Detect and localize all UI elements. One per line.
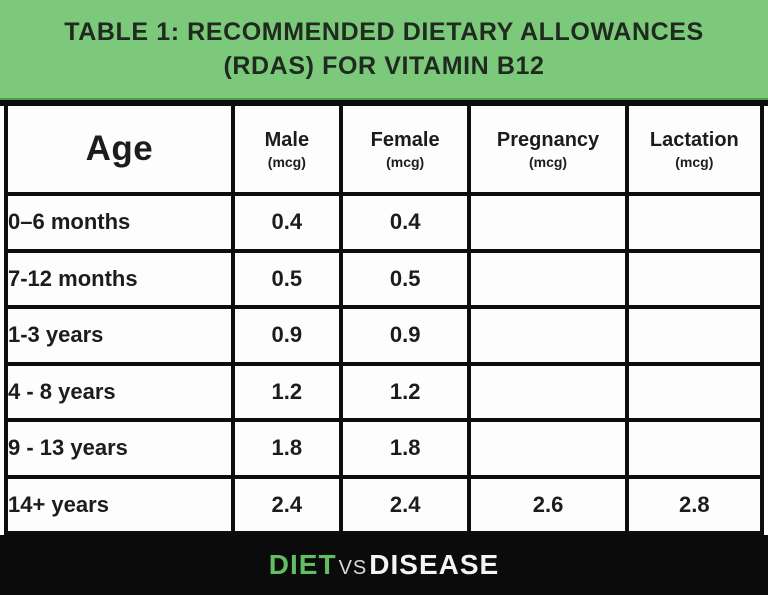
female-value: 2.4 (338, 474, 472, 535)
male-value: 0.9 (230, 305, 343, 366)
male-value: 1.8 (230, 418, 343, 479)
pregnancy-value (467, 418, 629, 479)
brand-logo-disease: DISEASE (369, 549, 500, 580)
page-title-line-1: TABLE 1: RECOMMENDED DIETARY ALLOWANCES (64, 17, 704, 46)
lactation-value (624, 192, 765, 253)
female-value: 0.5 (338, 248, 472, 309)
page-title-line-2: (RDAS) FOR VITAMIN B12 (223, 52, 545, 80)
male-value: 0.5 (230, 248, 343, 309)
pregnancy-value: 2.6 (467, 474, 629, 535)
column-unit-male: (mcg) (267, 153, 306, 170)
table-row: 9 - 13 years 1.8 1.8 (4, 418, 765, 479)
lactation-value (624, 361, 765, 422)
table-row: 1-3 years 0.9 0.9 (4, 305, 765, 366)
age-cell: 4 - 8 years (4, 361, 235, 422)
table-row: 14+ years 2.4 2.4 2.6 2.8 (4, 474, 765, 535)
age-cell: 7-12 months (4, 248, 235, 309)
pregnancy-value (467, 192, 629, 253)
table-header-row: Age Male (mcg) Female (mcg) Pregnancy (m… (4, 106, 765, 196)
rda-table: Age Male (mcg) Female (mcg) Pregnancy (m… (4, 106, 765, 535)
lactation-value (624, 418, 765, 479)
table-row: 4 - 8 years 1.2 1.2 (4, 361, 765, 422)
female-value: 1.2 (338, 361, 472, 422)
brand-logo-vs: vs (338, 557, 368, 579)
column-unit-female: (mcg) (386, 153, 425, 170)
table-area: Age Male (mcg) Female (mcg) Pregnancy (m… (0, 100, 768, 535)
male-value: 2.4 (230, 474, 343, 535)
lactation-value (624, 248, 765, 309)
column-header-female: Female (mcg) (338, 106, 472, 196)
male-value: 1.2 (230, 361, 343, 422)
pregnancy-value (467, 361, 629, 422)
column-unit-lactation: (mcg) (675, 153, 714, 170)
title-band: TABLE 1: RECOMMENDED DIETARY ALLOWANCES … (0, 0, 768, 100)
lactation-value (624, 305, 765, 366)
female-value: 1.8 (338, 418, 472, 479)
brand-logo-diet: DIET (268, 549, 337, 580)
age-cell: 0–6 months (4, 192, 235, 253)
column-header-age: Age (4, 106, 235, 196)
column-header-lactation: Lactation (mcg) (624, 106, 765, 196)
age-cell: 9 - 13 years (4, 418, 235, 479)
column-header-pregnancy: Pregnancy (mcg) (467, 106, 629, 196)
column-unit-pregnancy: (mcg) (528, 153, 568, 170)
footer-brand-bar: DIET vs DISEASE (0, 535, 768, 595)
age-cell: 14+ years (4, 474, 235, 535)
female-value: 0.4 (338, 192, 472, 253)
column-header-male: Male (mcg) (230, 106, 343, 196)
brand-logo: DIET vs DISEASE (269, 549, 499, 581)
lactation-value: 2.8 (624, 474, 765, 535)
age-cell: 1-3 years (4, 305, 235, 366)
pregnancy-value (467, 248, 629, 309)
male-value: 0.4 (230, 192, 343, 253)
pregnancy-value (467, 305, 629, 366)
table-row: 7-12 months 0.5 0.5 (4, 248, 765, 309)
table-row: 0–6 months 0.4 0.4 (4, 192, 765, 253)
column-header-age-label: Age (85, 129, 154, 168)
female-value: 0.9 (338, 305, 472, 366)
